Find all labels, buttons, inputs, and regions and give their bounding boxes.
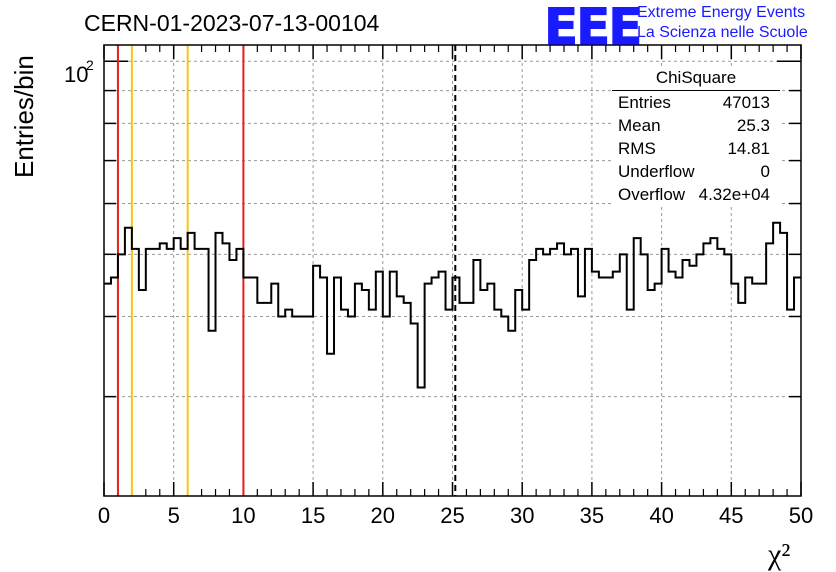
x-tick-label: 10 bbox=[231, 503, 255, 528]
stats-label: Underflow bbox=[618, 162, 695, 181]
stats-label: Entries bbox=[618, 93, 671, 112]
stats-label: Overflow bbox=[618, 185, 686, 204]
eee-logo: EEE bbox=[543, 0, 642, 57]
y-axis-label: Entries/bin bbox=[9, 55, 39, 178]
stats-title: ChiSquare bbox=[655, 68, 737, 87]
stats-box: ChiSquare Entries 47013 Mean 25.3 RMS 14… bbox=[612, 66, 780, 206]
stats-label: Mean bbox=[618, 116, 661, 135]
stats-value: 0 bbox=[760, 162, 770, 181]
x-tick-label: 35 bbox=[580, 503, 604, 528]
stats-row-rms: RMS 14.81 bbox=[618, 139, 770, 161]
stats-value: 14.81 bbox=[727, 139, 770, 158]
stats-row-overflow: Overflow 4.32e+04 bbox=[618, 185, 770, 207]
stats-divider bbox=[612, 90, 780, 91]
marker-lines bbox=[116, 45, 457, 496]
x-axis-label: χ² bbox=[767, 538, 790, 571]
y-tick-label-100: 10 2 bbox=[64, 57, 94, 87]
x-tick-label: 5 bbox=[168, 503, 180, 528]
stats-value: 25.3 bbox=[736, 116, 770, 135]
stats-row-mean: Mean 25.3 bbox=[618, 116, 770, 138]
x-tick-label: 50 bbox=[789, 503, 813, 528]
stats-row-underflow: Underflow 0 bbox=[618, 162, 770, 184]
x-tick-label: 45 bbox=[719, 503, 743, 528]
histogram-line bbox=[104, 221, 801, 389]
x-tick-label: 0 bbox=[98, 503, 110, 528]
stats-value: 4.32e+04 bbox=[698, 185, 770, 204]
svg-text:10: 10 bbox=[64, 62, 88, 87]
x-tick-labels: 0 5 10 15 20 25 30 35 40 45 50 bbox=[98, 503, 813, 528]
grid-lines bbox=[104, 45, 801, 496]
stats-row-entries: Entries 47013 bbox=[618, 93, 770, 115]
svg-text:2: 2 bbox=[86, 57, 94, 73]
x-tick-label: 30 bbox=[510, 503, 534, 528]
run-title: CERN-01-2023-07-13-00104 bbox=[84, 10, 380, 36]
logo-text-line1: Extreme Energy Events bbox=[637, 4, 806, 21]
stats-label: RMS bbox=[618, 139, 656, 158]
logo-text-line2: La Scienza nelle Scuole bbox=[637, 24, 808, 41]
plot-frame bbox=[103, 44, 802, 497]
x-tick-label: 20 bbox=[371, 503, 395, 528]
x-tick-label: 25 bbox=[440, 503, 464, 528]
x-tick-label: 15 bbox=[301, 503, 325, 528]
stats-value: 47013 bbox=[722, 93, 770, 112]
x-tick-label: 40 bbox=[649, 503, 673, 528]
